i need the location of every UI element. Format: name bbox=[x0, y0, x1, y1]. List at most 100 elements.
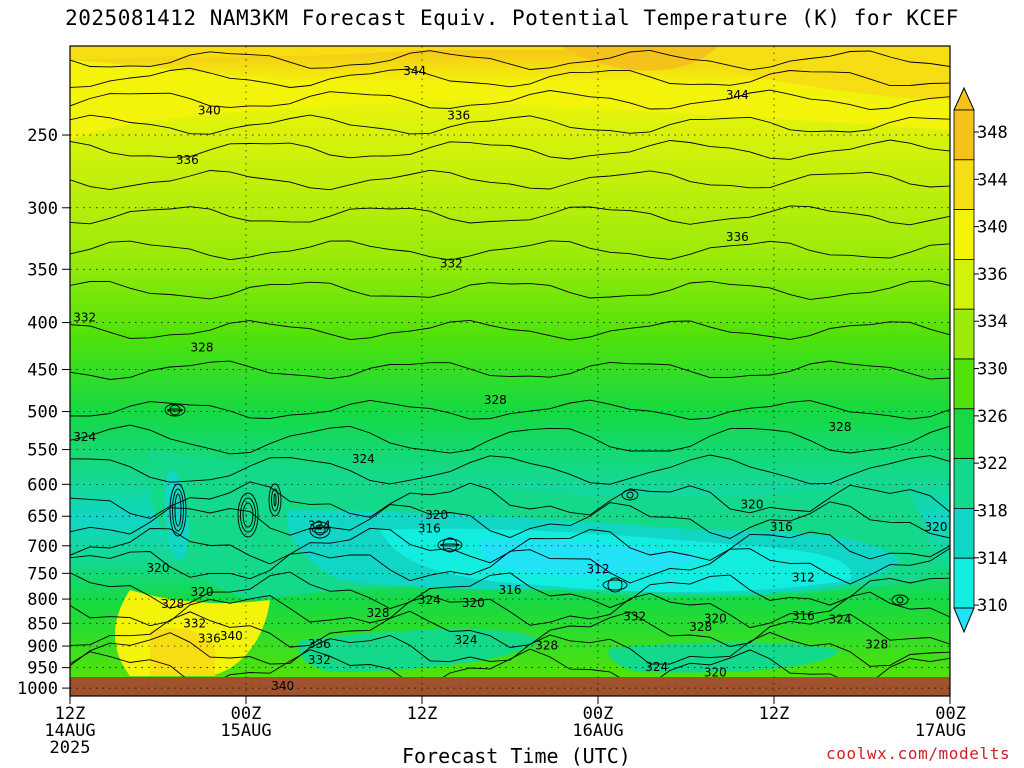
contour-label-16: 316 bbox=[418, 521, 441, 535]
contour-label-20: 312 bbox=[587, 562, 610, 576]
contour-line-19 bbox=[70, 571, 950, 610]
contour-loop-9 bbox=[896, 596, 904, 604]
contour-line-13 bbox=[70, 424, 950, 455]
y-tick-label-350: 350 bbox=[27, 260, 58, 280]
contour-loop-5 bbox=[440, 543, 460, 547]
contour-loop-2 bbox=[242, 502, 254, 528]
colorbar-label-344: 344 bbox=[977, 170, 1008, 190]
y-tick-label-400: 400 bbox=[27, 314, 58, 334]
ground-surface bbox=[70, 677, 950, 696]
y-tick-label-950: 950 bbox=[27, 659, 58, 679]
color-patch-1 bbox=[70, 46, 950, 100]
contour-loop-7 bbox=[314, 524, 326, 536]
contour-label-7: 332 bbox=[440, 257, 463, 271]
colorbar-swatch-3 bbox=[953, 209, 975, 260]
color-patch-12 bbox=[164, 470, 189, 560]
contour-label-12: 324 bbox=[73, 430, 96, 444]
y-tick-label-650: 650 bbox=[27, 507, 58, 527]
y-tick-label-850: 850 bbox=[27, 614, 58, 634]
contour-label-5: 336 bbox=[176, 153, 199, 167]
contour-loop-4 bbox=[164, 403, 186, 417]
contour-loop-5 bbox=[437, 538, 463, 552]
contour-line-21 bbox=[70, 610, 950, 648]
colorbar-swatch-1 bbox=[953, 109, 975, 161]
contour-label-38: 324 bbox=[455, 633, 478, 647]
x-tick-label-0-1: 14AUG bbox=[44, 721, 95, 741]
contour-label-30: 328 bbox=[367, 606, 390, 620]
contour-loop-7 bbox=[312, 526, 328, 534]
chart-title: 2025081412 NAM3KM Forecast Equiv. Potent… bbox=[65, 6, 959, 30]
x-tick-label-12-0: 00Z bbox=[231, 704, 262, 724]
contour-label-41: 332 bbox=[308, 653, 331, 667]
contour-label-4: 336 bbox=[447, 108, 470, 122]
contour-loop-7 bbox=[309, 521, 331, 539]
contour-label-43: 320 bbox=[704, 666, 727, 680]
contour-loop-9 bbox=[891, 594, 909, 606]
credit-link[interactable]: coolwx.com/modelts bbox=[826, 744, 1011, 763]
contour-line-20 bbox=[70, 591, 950, 629]
colorbar-swatch-6 bbox=[953, 358, 975, 410]
contour-line-6 bbox=[70, 169, 950, 191]
color-patch-9 bbox=[479, 540, 700, 576]
contour-label-22: 320 bbox=[147, 561, 170, 575]
colorbar-label-318: 318 bbox=[977, 501, 1008, 521]
contour-line-11 bbox=[70, 360, 950, 380]
y-tick-label-900: 900 bbox=[27, 637, 58, 657]
color-patch-10 bbox=[298, 628, 540, 672]
contour-line-22 bbox=[70, 631, 950, 667]
contour-label-13: 324 bbox=[352, 452, 375, 466]
contour-loop-3 bbox=[271, 488, 279, 512]
contour-label-17: 316 bbox=[770, 520, 793, 534]
color-patch-11 bbox=[608, 642, 840, 673]
contour-label-35: 336 bbox=[198, 631, 221, 645]
y-tick-label-300: 300 bbox=[27, 199, 58, 219]
y-tick-label-800: 800 bbox=[27, 590, 58, 610]
contour-label-1: 344 bbox=[403, 64, 426, 78]
plot-frame bbox=[69, 45, 951, 697]
contour-label-23: 320 bbox=[191, 585, 214, 599]
contour-line-7 bbox=[70, 205, 950, 226]
contour-label-27: 316 bbox=[792, 609, 815, 623]
contour-line-9 bbox=[70, 280, 950, 300]
contour-label-28: 324 bbox=[829, 612, 852, 626]
contour-label-34: 332 bbox=[183, 616, 206, 630]
contour-label-39: 328 bbox=[535, 639, 558, 653]
contour-loop-1 bbox=[169, 483, 187, 537]
x-tick-label-36-0: 00Z bbox=[583, 704, 614, 724]
colorbar-label-330: 330 bbox=[977, 360, 1008, 380]
contour-label-42: 324 bbox=[645, 660, 668, 674]
colorbar-swatch-7 bbox=[953, 408, 975, 459]
y-tick-label-600: 600 bbox=[27, 475, 58, 495]
contour-line-8 bbox=[70, 240, 950, 261]
x-tick-label-48-0: 12Z bbox=[759, 704, 790, 724]
contour-loop-3 bbox=[273, 493, 277, 507]
contour-loop-4 bbox=[169, 404, 181, 416]
contour-line-12 bbox=[70, 399, 950, 420]
contour-line-5 bbox=[70, 139, 950, 160]
contour-label-24: 316 bbox=[499, 583, 522, 597]
x-tick-label-60-1: 17AUG bbox=[915, 721, 966, 741]
x-tick-label-24-0: 12Z bbox=[407, 704, 438, 724]
contour-label-29: 328 bbox=[161, 597, 184, 611]
contour-loop-8 bbox=[626, 491, 634, 499]
contour-loop-3 bbox=[268, 483, 282, 517]
contour-label-3: 340 bbox=[198, 103, 221, 117]
contour-loop-2 bbox=[240, 497, 256, 533]
contour-line-4 bbox=[70, 114, 950, 135]
contour-label-36: 340 bbox=[220, 629, 243, 643]
contour-loop-1 bbox=[172, 488, 184, 532]
colorbar-label-322: 322 bbox=[977, 454, 1008, 474]
contour-loop-4 bbox=[167, 408, 183, 412]
contour-label-6: 336 bbox=[726, 230, 749, 244]
x-tick-label-36-1: 16AUG bbox=[572, 721, 623, 741]
colorbar-label-334: 334 bbox=[977, 312, 1008, 332]
contour-label-15: 320 bbox=[425, 508, 448, 522]
contour-label-26: 320 bbox=[462, 596, 485, 610]
contour-label-11: 328 bbox=[829, 420, 852, 434]
x-tick-label-0-0: 12Z bbox=[55, 704, 86, 724]
contour-line-3 bbox=[70, 89, 950, 110]
y-tick-label-1000: 1000 bbox=[17, 679, 58, 699]
contour-label-40: 328 bbox=[865, 637, 888, 651]
contour-line-18 bbox=[70, 548, 950, 585]
contour-label-32: 320 bbox=[704, 612, 727, 626]
